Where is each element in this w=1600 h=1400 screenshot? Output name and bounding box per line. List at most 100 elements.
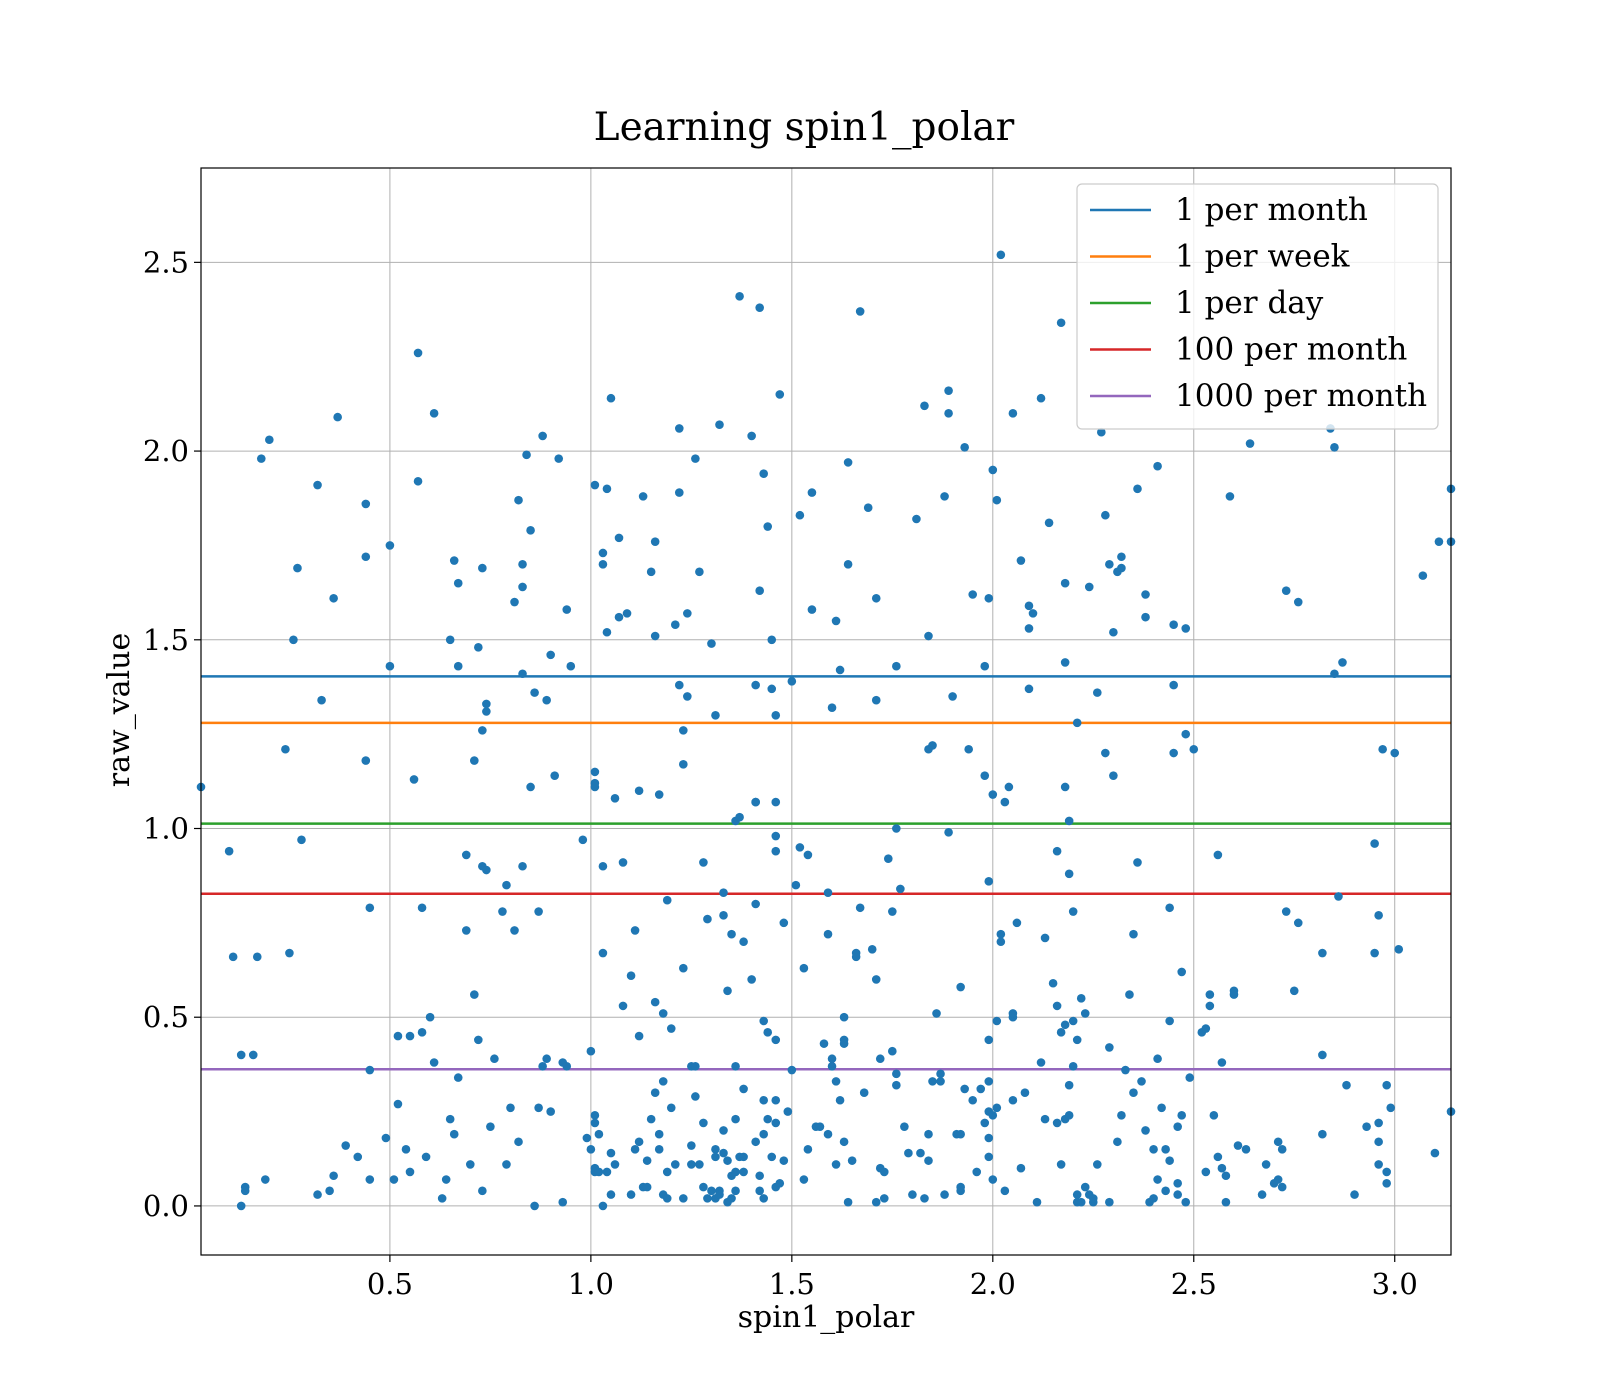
y-tick-label: 2.0 (143, 434, 189, 468)
legend-label: 1 per day (1175, 285, 1324, 321)
data-point (779, 1156, 789, 1165)
data-point (598, 560, 608, 569)
data-point (1394, 944, 1404, 954)
data-point (791, 880, 801, 890)
data-point (751, 1137, 760, 1147)
data-point (598, 861, 608, 871)
data-point (465, 1160, 475, 1169)
data-point (1052, 1118, 1062, 1128)
data-point (1076, 994, 1086, 1003)
data-point (610, 794, 620, 803)
data-point (449, 1129, 459, 1139)
data-point (1064, 1111, 1074, 1120)
data-point (642, 1182, 652, 1192)
data-point (365, 1065, 375, 1075)
data-point (674, 424, 684, 433)
data-point (924, 1129, 933, 1139)
data-point (1109, 771, 1118, 780)
data-point (767, 1152, 777, 1162)
data-point (445, 635, 455, 645)
data-point (630, 1145, 640, 1154)
data-point (361, 756, 371, 765)
data-point (630, 926, 640, 935)
data-point (916, 1148, 925, 1158)
data-point (1008, 1095, 1018, 1105)
data-point (1153, 1175, 1162, 1184)
data-point (622, 609, 632, 618)
data-point (341, 1141, 350, 1150)
data-point (650, 997, 660, 1007)
data-point (691, 1092, 700, 1101)
data-point (1161, 1145, 1170, 1154)
data-point (1209, 1111, 1219, 1120)
data-point (1273, 1137, 1283, 1147)
data-point (261, 1175, 270, 1184)
data-point (654, 1145, 664, 1154)
data-point (739, 937, 748, 947)
data-point (1000, 797, 1010, 807)
data-point (900, 1122, 909, 1131)
data-point (538, 1061, 547, 1071)
data-point (582, 1133, 592, 1143)
data-point (224, 846, 234, 856)
data-point (988, 465, 998, 475)
data-point (1165, 903, 1174, 913)
data-point (683, 609, 692, 618)
data-point (1016, 556, 1026, 565)
data-point (1016, 1163, 1026, 1173)
data-point (871, 975, 881, 984)
gridlines (201, 168, 1451, 1255)
data-point (735, 292, 744, 301)
data-point (795, 843, 805, 852)
data-point (892, 1080, 901, 1090)
data-point (401, 1145, 411, 1154)
data-point (711, 710, 720, 720)
data-point (1012, 918, 1022, 928)
data-point (546, 650, 555, 660)
data-point (703, 914, 712, 924)
legend-label: 100 per month (1175, 332, 1407, 368)
data-point (723, 986, 732, 996)
data-point (992, 1103, 1002, 1113)
data-point (1121, 1065, 1130, 1075)
data-point (413, 348, 423, 358)
data-point (1434, 537, 1444, 546)
data-point (329, 593, 338, 603)
x-axis-ticks: 0.5 1.0 1.5 2.0 2.5 3.0 (367, 1255, 1418, 1301)
data-point (871, 593, 881, 603)
data-point (787, 1065, 797, 1075)
data-point (827, 703, 837, 713)
data-point (1213, 850, 1223, 860)
data-point (626, 971, 636, 981)
data-point (1105, 1197, 1114, 1207)
data-point (1189, 744, 1199, 754)
data-point (1169, 748, 1178, 758)
data-point (879, 1167, 889, 1177)
data-point (490, 1054, 499, 1064)
data-point (924, 1156, 933, 1165)
data-point (875, 1054, 885, 1064)
data-point (855, 307, 865, 316)
data-point (486, 1122, 495, 1131)
y-tick-label: 0.0 (143, 1189, 189, 1223)
data-point (920, 401, 929, 411)
data-point (988, 790, 998, 799)
data-point (1273, 1175, 1283, 1184)
data-point (470, 756, 479, 765)
data-point (787, 677, 797, 686)
data-point (956, 982, 965, 992)
legend-label: 1000 per month (1175, 378, 1427, 414)
data-point (381, 1133, 391, 1143)
data-point (1330, 442, 1339, 452)
data-point (807, 605, 817, 614)
data-point (739, 1152, 748, 1162)
data-point (662, 1194, 672, 1203)
data-point (1109, 627, 1118, 637)
y-tick-label: 2.5 (143, 245, 189, 279)
data-point (1056, 318, 1066, 328)
data-point (453, 661, 463, 671)
data-point (333, 412, 342, 422)
data-point (417, 1028, 427, 1037)
data-point (429, 409, 439, 418)
data-point (1044, 518, 1054, 528)
